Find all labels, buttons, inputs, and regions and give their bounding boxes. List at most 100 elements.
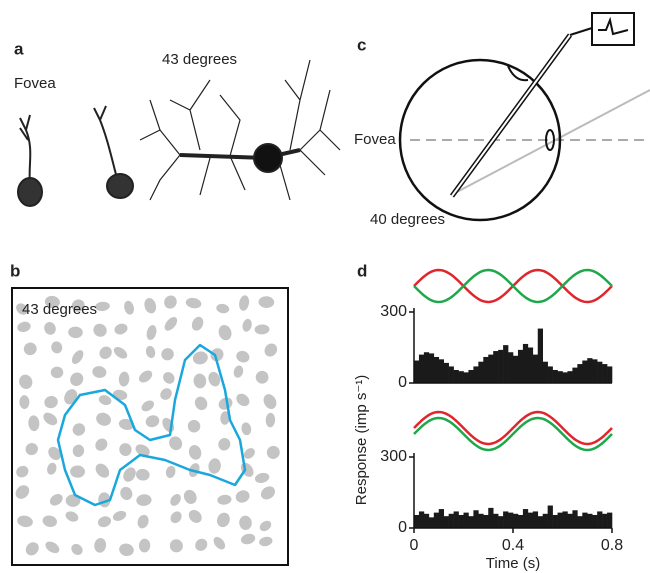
panel-label: a	[14, 39, 24, 58]
bar	[508, 352, 514, 383]
caption: Fovea	[354, 131, 396, 148]
bar	[438, 359, 444, 383]
bar	[592, 514, 598, 528]
x-tick-label: 0.8	[601, 537, 623, 554]
bar	[582, 360, 588, 383]
cell	[192, 351, 208, 365]
bar	[448, 366, 454, 383]
bar	[473, 366, 479, 383]
cell	[72, 444, 85, 457]
y-tick-label: 300	[380, 303, 407, 320]
bar	[414, 360, 420, 383]
y-axis-label: Response (imp s⁻¹)	[353, 375, 370, 505]
bar	[532, 354, 539, 383]
cell	[49, 493, 63, 506]
cell	[114, 323, 128, 335]
cell	[260, 486, 276, 500]
bar	[468, 516, 474, 528]
cell	[216, 303, 230, 314]
cell	[51, 341, 63, 354]
cell	[92, 366, 107, 378]
bar	[572, 510, 578, 528]
cell	[239, 515, 252, 530]
cell	[17, 515, 33, 528]
cell	[255, 370, 269, 384]
cell	[119, 443, 132, 457]
cell	[113, 346, 128, 359]
cell	[138, 538, 151, 553]
bar	[483, 356, 489, 383]
bar	[478, 361, 484, 383]
cell	[162, 417, 175, 433]
panel-label: b	[10, 261, 20, 280]
cell	[160, 388, 172, 400]
cell	[191, 316, 204, 331]
cell	[95, 438, 108, 451]
bar	[562, 372, 568, 383]
cell	[135, 468, 150, 481]
bar	[423, 352, 430, 383]
bar	[597, 511, 603, 528]
bar	[473, 510, 479, 528]
cell	[254, 324, 270, 335]
cell	[136, 494, 152, 506]
bar	[453, 511, 459, 528]
cell	[208, 371, 221, 387]
cell	[145, 415, 160, 428]
bar	[522, 343, 529, 383]
cell	[95, 463, 110, 478]
cell	[68, 326, 83, 339]
cell	[25, 443, 38, 456]
sine	[413, 416, 613, 452]
bar	[458, 371, 464, 383]
cell	[240, 533, 256, 545]
cell	[169, 539, 183, 553]
cell	[112, 389, 128, 401]
bar	[498, 349, 504, 383]
cell	[188, 445, 202, 460]
cell	[44, 295, 60, 308]
cell	[194, 396, 208, 411]
bar	[537, 328, 543, 383]
bar	[577, 364, 583, 383]
cell	[119, 543, 134, 557]
bar	[552, 514, 558, 528]
x-tick-label: 0.4	[502, 537, 524, 554]
cell	[170, 494, 181, 506]
eye-diagram	[398, 12, 650, 222]
cell	[193, 373, 207, 389]
bar	[483, 514, 489, 528]
bar	[478, 513, 484, 528]
caption: 43 degrees	[22, 301, 97, 318]
cell	[258, 296, 275, 308]
bar	[453, 369, 459, 383]
bar	[503, 345, 509, 383]
bar	[527, 347, 534, 383]
cell	[70, 372, 84, 387]
bar	[443, 362, 449, 383]
cell	[146, 325, 157, 341]
bar	[597, 361, 603, 383]
cell	[144, 298, 157, 314]
bar	[537, 516, 543, 528]
bar	[508, 512, 514, 528]
bar	[557, 512, 563, 528]
y-tick-label: 300	[380, 448, 407, 465]
cell	[16, 465, 29, 478]
bar	[517, 514, 524, 528]
bar	[498, 516, 504, 528]
cell	[19, 374, 33, 389]
bar	[438, 509, 444, 528]
cell-mosaic	[15, 295, 280, 557]
cell	[70, 465, 86, 478]
cell	[217, 512, 230, 528]
cell	[170, 511, 182, 524]
bar	[448, 513, 454, 528]
cell	[259, 520, 272, 532]
y-tick-label: 0	[398, 519, 407, 536]
cell	[183, 489, 197, 504]
cell	[241, 422, 252, 436]
cell	[118, 371, 130, 387]
cell	[138, 370, 153, 383]
bar	[493, 351, 499, 383]
